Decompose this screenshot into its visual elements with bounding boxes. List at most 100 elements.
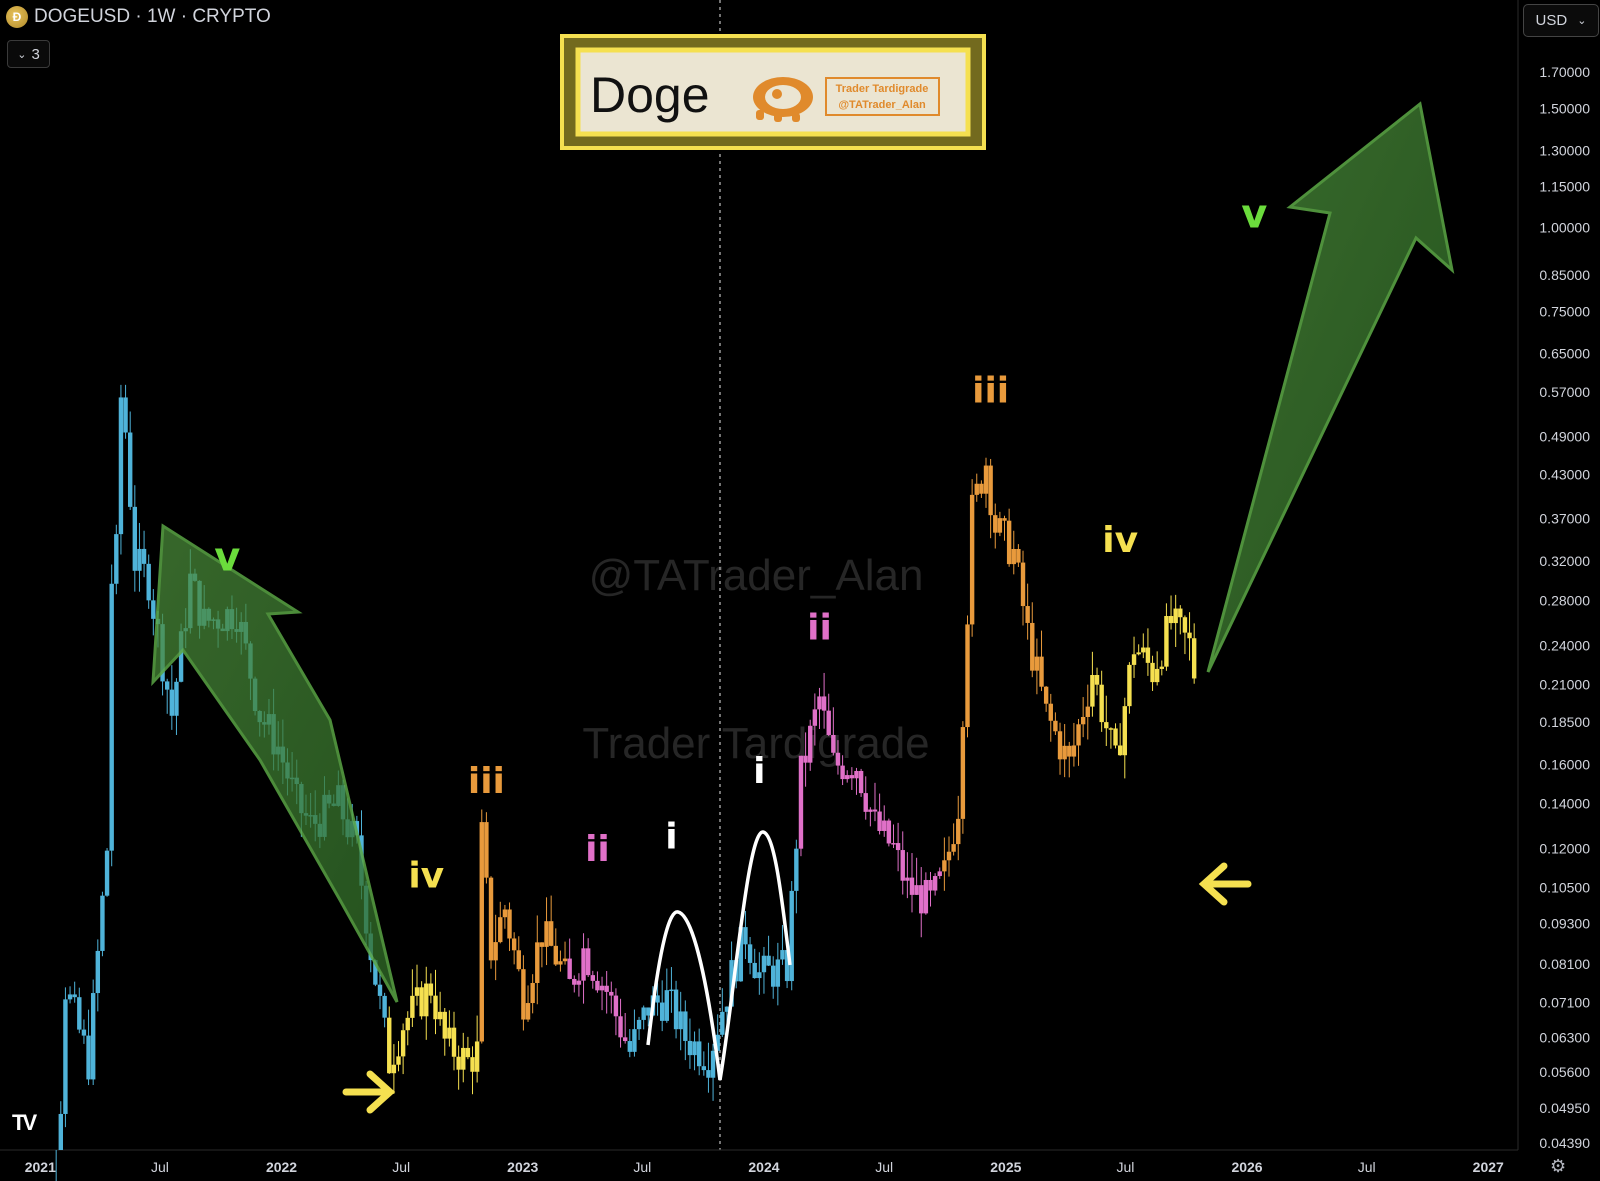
candle-body xyxy=(1057,731,1063,760)
candle-body xyxy=(1191,638,1197,679)
candle-body xyxy=(882,820,887,831)
wave-label: iii xyxy=(468,761,505,802)
candle-body xyxy=(428,983,434,996)
candle-body xyxy=(715,1034,720,1051)
candle-body xyxy=(479,822,484,1042)
candle-body xyxy=(1094,675,1100,685)
price-axis[interactable]: 2.000001.700001.500001.300001.150001.000… xyxy=(1539,16,1590,1151)
candle-body xyxy=(942,860,947,872)
candle-body xyxy=(1016,548,1021,563)
time-tick-label: Jul xyxy=(392,1159,410,1175)
candle-body xyxy=(817,696,822,710)
price-tick-label: 1.15000 xyxy=(1539,178,1590,194)
price-tick-label: 0.43000 xyxy=(1539,467,1590,483)
candle-body xyxy=(1085,706,1090,717)
candle-body xyxy=(451,1027,457,1057)
time-tick-label: Jul xyxy=(1116,1159,1134,1175)
candle-body xyxy=(771,965,776,987)
candle-body xyxy=(780,950,785,960)
candle-body xyxy=(845,775,850,780)
candle-body xyxy=(909,877,915,895)
candle-body xyxy=(655,995,660,1003)
candle-body xyxy=(937,871,942,877)
candle-body xyxy=(77,997,82,1030)
candle-body xyxy=(858,770,864,794)
candle-body xyxy=(914,885,919,895)
green-arrow-right xyxy=(1206,101,1455,673)
candle-body xyxy=(632,1029,637,1052)
candle-body xyxy=(164,681,170,690)
author-box xyxy=(825,77,940,116)
price-tick-label: 0.49000 xyxy=(1539,428,1590,444)
candle-body xyxy=(521,969,526,1020)
candle-body xyxy=(1108,728,1114,730)
wave-label: iv xyxy=(408,856,444,897)
candle-body xyxy=(1030,622,1035,671)
candle-body xyxy=(525,1003,531,1020)
candle-body xyxy=(548,921,554,946)
time-tick-label: 2022 xyxy=(266,1159,297,1175)
candle-body xyxy=(1145,647,1151,663)
time-tick-label: Jul xyxy=(875,1159,893,1175)
candle-body xyxy=(803,755,808,763)
price-tick-label: 0.04950 xyxy=(1539,1100,1590,1116)
settings-gear-icon[interactable]: ⚙ xyxy=(1550,1156,1567,1176)
candle-body xyxy=(447,1027,452,1039)
price-tick-label: 0.05600 xyxy=(1539,1064,1590,1080)
candle-body xyxy=(618,1016,623,1038)
symbol-header[interactable]: Ð DOGEUSD · 1W · CRYPTO xyxy=(6,6,271,28)
candle-body xyxy=(511,938,517,951)
candle-body xyxy=(900,850,905,881)
candle-body xyxy=(1113,728,1118,746)
candle-body xyxy=(724,1006,730,1012)
candle-body xyxy=(687,1040,693,1056)
price-tick-label: 0.32000 xyxy=(1539,553,1590,569)
yellow-arrow-left xyxy=(1198,862,1252,906)
candle-body xyxy=(590,975,595,981)
candle-body xyxy=(1182,617,1188,633)
candle-body xyxy=(562,958,568,962)
candle-body xyxy=(387,1017,392,1074)
candle-body xyxy=(747,944,753,963)
candle-body xyxy=(456,1056,461,1070)
candle-body xyxy=(132,506,138,571)
candle-body xyxy=(854,770,859,779)
currency-select[interactable]: USD ⌄ xyxy=(1523,4,1599,37)
price-tick-label: 0.65000 xyxy=(1539,346,1590,362)
candle-body xyxy=(118,397,124,535)
candle-body xyxy=(1080,716,1086,725)
candle-body xyxy=(474,1041,480,1072)
tradingview-logo[interactable]: TV xyxy=(12,1110,37,1135)
currency-label: USD xyxy=(1535,12,1568,29)
candle-body xyxy=(585,948,591,976)
candle-body xyxy=(835,752,841,766)
candle-body xyxy=(419,987,424,1017)
candle-body xyxy=(95,950,101,994)
candle-body xyxy=(609,991,614,996)
candle-body xyxy=(604,985,609,992)
time-axis[interactable]: 2021 Jul 2022 Jul 2023 Jul 2024 Jul 2025 Jul 2026 J… xyxy=(25,1159,1504,1175)
candle-body xyxy=(104,850,110,896)
price-tick-label: 1.70000 xyxy=(1539,64,1590,80)
candle-body xyxy=(437,1011,443,1020)
price-tick-label: 0.12000 xyxy=(1539,841,1590,857)
candle-body xyxy=(752,962,757,979)
candle-body xyxy=(396,1056,401,1065)
candle-body xyxy=(81,1029,87,1036)
candle-body xyxy=(613,995,619,1017)
candle-body xyxy=(905,877,910,881)
candle-body xyxy=(646,1007,651,1016)
watermark-name: Trader Tardigrade xyxy=(582,719,929,768)
indicators-toggle-button[interactable]: ⌄ 3 xyxy=(7,40,50,68)
candle-body xyxy=(812,709,818,726)
candle-body xyxy=(1039,656,1044,687)
candle-series xyxy=(55,384,1197,1181)
yellow-arrow-right xyxy=(342,1070,396,1114)
candle-body xyxy=(923,879,929,914)
candle-body xyxy=(1071,745,1077,757)
candle-body xyxy=(174,681,179,716)
price-tick-label: 0.06300 xyxy=(1539,1029,1590,1045)
candle-body xyxy=(1034,656,1040,671)
